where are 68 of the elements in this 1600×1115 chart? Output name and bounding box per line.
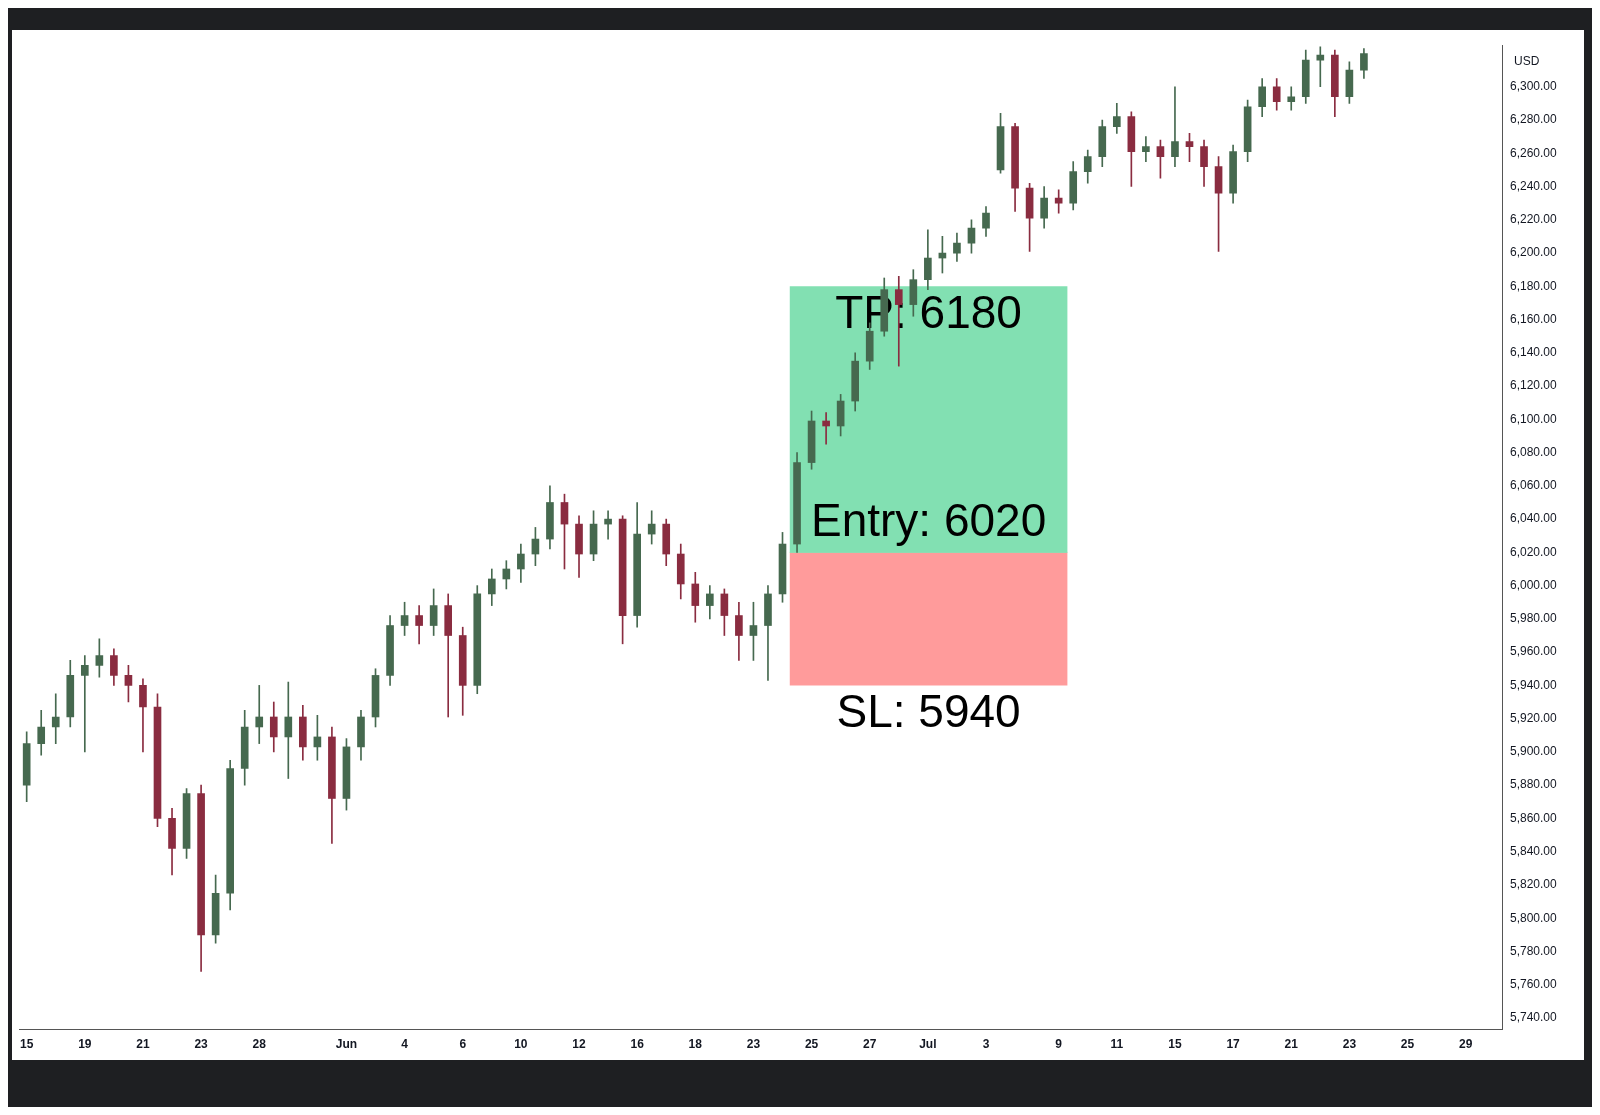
candlestick bbox=[80, 655, 89, 753]
x-tick-label: 19 bbox=[78, 1037, 92, 1052]
y-tick-label: 5,940.00 bbox=[1510, 677, 1558, 692]
y-tick-label: 6,180.00 bbox=[1510, 278, 1558, 293]
x-tick-label: 28 bbox=[252, 1037, 267, 1052]
y-tick-label: 6,000.00 bbox=[1510, 577, 1558, 592]
x-tick-label: 15 bbox=[1168, 1037, 1182, 1052]
x-tick-label: 23 bbox=[746, 1037, 761, 1052]
x-tick-label: Jul bbox=[919, 1037, 937, 1052]
x-tick-label: 18 bbox=[688, 1037, 703, 1052]
candlestick bbox=[51, 693, 60, 744]
x-tick-label: 27 bbox=[863, 1037, 877, 1052]
y-tick-label: 6,220.00 bbox=[1510, 212, 1558, 227]
candlestick bbox=[604, 510, 612, 540]
y-tick-label: 6,140.00 bbox=[1510, 345, 1558, 360]
y-tick-label: 5,760.00 bbox=[1510, 977, 1558, 992]
candlestick bbox=[1316, 46, 1325, 88]
y-tick-label: 6,120.00 bbox=[1510, 378, 1558, 393]
y-tick-label: 6,240.00 bbox=[1510, 178, 1558, 193]
x-tick-label: 21 bbox=[1284, 1037, 1299, 1052]
candlestick bbox=[1287, 86, 1296, 111]
x-tick-label: 9 bbox=[1055, 1037, 1063, 1052]
y-tick-label: 5,820.00 bbox=[1510, 877, 1558, 892]
y-tick-label: 6,080.00 bbox=[1510, 444, 1558, 459]
y-tick-label: 6,020.00 bbox=[1510, 544, 1558, 559]
candlestick bbox=[444, 593, 453, 718]
candlestick bbox=[822, 412, 830, 445]
x-tick-label: 4 bbox=[401, 1037, 409, 1052]
x-tick-label: 10 bbox=[514, 1037, 528, 1052]
x-tick-label: 25 bbox=[804, 1037, 819, 1052]
y-tick-label: 6,280.00 bbox=[1510, 112, 1558, 127]
x-tick-label: 3 bbox=[982, 1037, 990, 1052]
x-tick-label: 15 bbox=[19, 1037, 34, 1052]
y-axis-title: USD bbox=[1514, 53, 1540, 68]
ref-line-label: Entry: 6020 bbox=[810, 494, 1047, 547]
x-tick-label: 17 bbox=[1226, 1037, 1241, 1052]
y-tick-label: 5,960.00 bbox=[1510, 644, 1558, 659]
x-tick-label: 12 bbox=[572, 1037, 587, 1052]
y-tick-label: 6,040.00 bbox=[1510, 511, 1558, 526]
band-label: SL: 5940 bbox=[836, 685, 1021, 738]
x-tick-label: 16 bbox=[630, 1037, 645, 1052]
x-tick-label: 23 bbox=[1342, 1037, 1357, 1052]
y-tick-label: 5,880.00 bbox=[1510, 777, 1558, 792]
candlestick bbox=[284, 681, 293, 779]
y-tick-label: 5,740.00 bbox=[1510, 1010, 1558, 1025]
y-tick-label: 6,200.00 bbox=[1510, 245, 1558, 260]
x-tick-label: 23 bbox=[194, 1037, 209, 1052]
y-tick-label: 5,860.00 bbox=[1510, 810, 1558, 825]
y-tick-label: 5,900.00 bbox=[1510, 744, 1558, 759]
y-tick-label: 5,920.00 bbox=[1510, 710, 1558, 725]
x-tick-label: 21 bbox=[136, 1037, 150, 1052]
y-tick-label: 5,840.00 bbox=[1510, 843, 1558, 858]
y-tick-label: 6,100.00 bbox=[1510, 411, 1558, 426]
x-tick-label: 6 bbox=[459, 1037, 467, 1052]
x-tick-label: Jun bbox=[335, 1037, 358, 1052]
candlestick bbox=[1142, 136, 1150, 162]
y-tick-label: 5,980.00 bbox=[1510, 611, 1558, 626]
x-tick-label: 29 bbox=[1458, 1037, 1473, 1052]
x-tick-label: 25 bbox=[1400, 1037, 1415, 1052]
candlestick bbox=[255, 685, 264, 744]
x-tick-label: 11 bbox=[1110, 1037, 1124, 1052]
y-tick-label: 6,260.00 bbox=[1510, 145, 1558, 160]
y-tick-label: 5,780.00 bbox=[1510, 943, 1558, 958]
y-tick-label: 6,160.00 bbox=[1510, 311, 1558, 326]
y-tick-label: 5,800.00 bbox=[1510, 910, 1558, 925]
y-tick-label: 6,060.00 bbox=[1510, 478, 1558, 493]
candlestick bbox=[1171, 86, 1179, 167]
y-tick-label: 6,300.00 bbox=[1510, 79, 1558, 94]
